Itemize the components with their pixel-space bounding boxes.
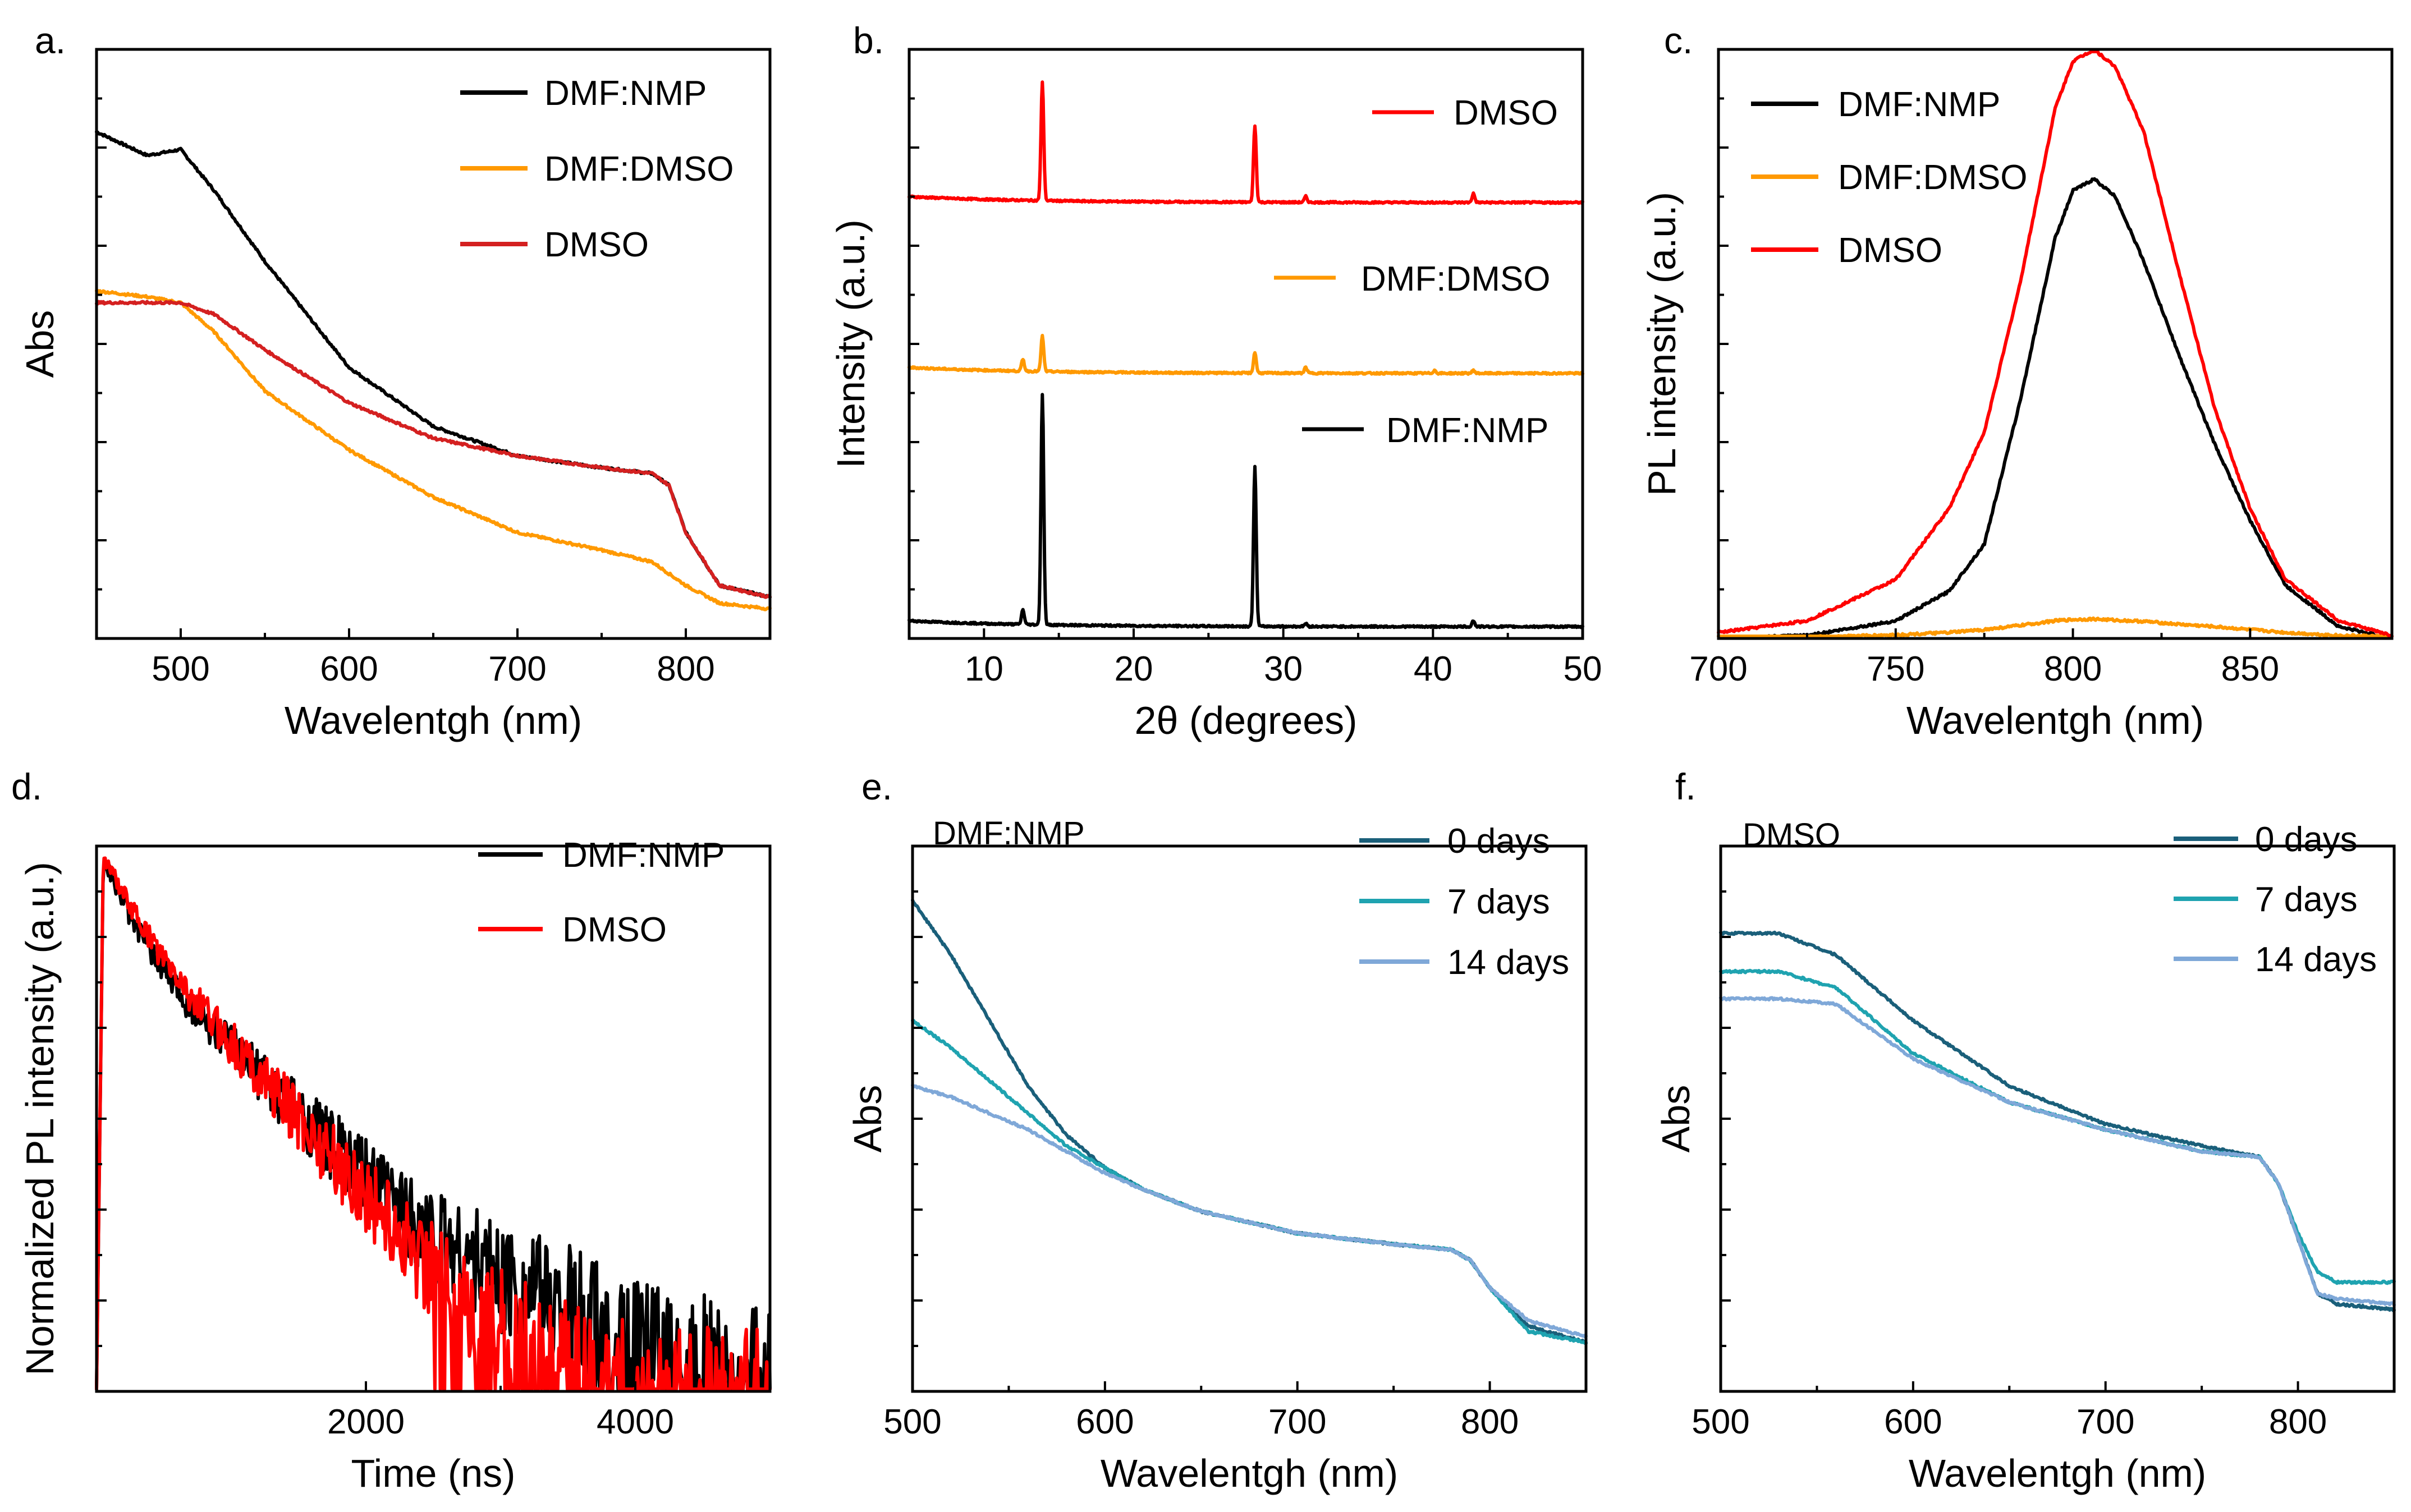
series-line-dmso <box>95 300 772 599</box>
legend-label: DMF:NMP <box>544 74 707 113</box>
x-tick-label: 800 <box>2269 1403 2327 1441</box>
y-axis-label: Abs <box>18 310 62 378</box>
legend-label: 14 days <box>1447 943 1569 982</box>
legend-label: 7 days <box>1447 883 1550 921</box>
panel-annotation: DMSO <box>1743 817 1840 853</box>
x-tick-label: 4000 <box>597 1403 674 1441</box>
legend-label: DMSO <box>1838 231 1942 270</box>
x-tick-label: 500 <box>883 1403 941 1441</box>
series-line-7-days <box>911 1019 1588 1345</box>
y-axis-label: Abs <box>846 1085 890 1153</box>
x-axis-label: Wavelentgh (nm) <box>1101 1451 1398 1495</box>
x-tick-label: 800 <box>2044 650 2102 688</box>
legend-label: 7 days <box>2255 880 2358 919</box>
x-tick-label: 800 <box>657 650 714 688</box>
panel-letter: a. <box>35 20 66 61</box>
series-line-dmso <box>907 80 1584 205</box>
x-tick-label: 700 <box>1689 650 1747 688</box>
series-line-dmf-nmp <box>1717 177 2394 638</box>
plot-frame <box>95 48 772 640</box>
x-axis-label: Wavelentgh (nm) <box>1909 1451 2206 1495</box>
legend-label: DMF:DMSO <box>544 150 734 189</box>
series-line-dmf-nmp <box>907 393 1584 629</box>
y-axis-label: PL intensity (a.u.) <box>1640 192 1684 496</box>
x-tick-label: 500 <box>152 650 209 688</box>
panel-d: 2000 4000 Time (ns) Normalized PL intensity… <box>11 766 772 1495</box>
plot-frame <box>1717 48 2394 640</box>
panel-annotation: DMF:NMP <box>933 815 1085 852</box>
series-line-0-days <box>1719 930 2396 1312</box>
x-tick-label: 20 <box>1115 650 1153 688</box>
plot-frame <box>907 48 1584 640</box>
x-tick-label: 2000 <box>327 1403 405 1441</box>
legend-label: 14 days <box>2255 940 2377 979</box>
y-axis-label: Abs <box>1654 1085 1698 1153</box>
x-tick-label: 600 <box>1884 1403 1942 1441</box>
legend-label: DMSO <box>544 226 649 264</box>
legend-label: 0 days <box>2255 820 2358 859</box>
series-line-dmf-dmso <box>1717 616 2394 638</box>
y-axis-label: Intensity (a.u.) <box>829 219 873 468</box>
panel-letter: e. <box>861 766 892 807</box>
legend-label: 0 days <box>1447 822 1550 861</box>
legend-label: DMF:NMP <box>1386 411 1548 450</box>
panel-letter: b. <box>853 20 884 61</box>
panel-letter: c. <box>1664 20 1693 61</box>
series-line-dmso <box>95 856 772 1391</box>
legend-label: DMSO <box>562 911 667 949</box>
x-tick-label: 750 <box>1867 650 1924 688</box>
y-axis-label: Normalized PL intensity (a.u.) <box>18 862 62 1376</box>
x-tick-label: 800 <box>1461 1403 1519 1441</box>
plot-frame <box>911 844 1588 1393</box>
series-line-dmso <box>1717 50 2394 638</box>
x-tick-label: 700 <box>2077 1403 2134 1441</box>
series-line-14-days <box>911 1083 1588 1339</box>
series-line-7-days <box>1719 968 2396 1285</box>
x-tick-label: 600 <box>320 650 378 688</box>
x-axis-label: Time (ns) <box>351 1451 516 1495</box>
legend-label: DMF:DMSO <box>1361 260 1551 298</box>
legend-label: DMSO <box>1454 94 1558 132</box>
x-tick-label: 500 <box>1692 1403 1749 1441</box>
legend-label: DMF:NMP <box>562 836 725 875</box>
panel-c: 700 750 800 850 Wavelentgh (nm) PL intensity … <box>1640 20 2394 742</box>
x-tick-label: 40 <box>1414 650 1452 688</box>
series-line-dmf-nmp <box>95 130 772 599</box>
legend-label: DMF:DMSO <box>1838 158 2028 197</box>
panel-e: 500 600 700 800 Wavelentgh (nm) Abs e. DMF:NMP 0… <box>846 766 1588 1495</box>
panel-a: 500 600 700 800 Wavelentgh (nm) Abs a. DMF:NMP D… <box>18 20 772 742</box>
x-tick-label: 850 <box>2221 650 2279 688</box>
series-line-dmf-dmso <box>95 289 772 612</box>
plot-frame <box>1719 844 2396 1393</box>
x-axis-label: Wavelentgh (nm) <box>1906 698 2204 742</box>
series-line-dmf-dmso <box>907 334 1584 376</box>
panel-f: 500 600 700 800 Wavelentgh (nm) Abs f. DMSO 0 da… <box>1654 766 2396 1495</box>
x-tick-label: 10 <box>965 650 1003 688</box>
x-tick-label: 30 <box>1264 650 1303 688</box>
x-axis-label: 2θ (degrees) <box>1135 698 1358 742</box>
x-tick-label: 600 <box>1076 1403 1134 1441</box>
x-tick-label: 700 <box>488 650 546 688</box>
panel-b: 10 20 30 40 50 2θ (degrees) Intensity (a.u.) b.… <box>829 20 1602 742</box>
x-tick-label: 700 <box>1268 1403 1326 1441</box>
panel-letter: f. <box>1675 766 1696 807</box>
x-tick-label: 50 <box>1564 650 1602 688</box>
series-line-14-days <box>1719 996 2396 1307</box>
legend-label: DMF:NMP <box>1838 85 2000 124</box>
panel-letter: d. <box>11 766 42 807</box>
x-axis-label: Wavelentgh (nm) <box>285 698 582 742</box>
